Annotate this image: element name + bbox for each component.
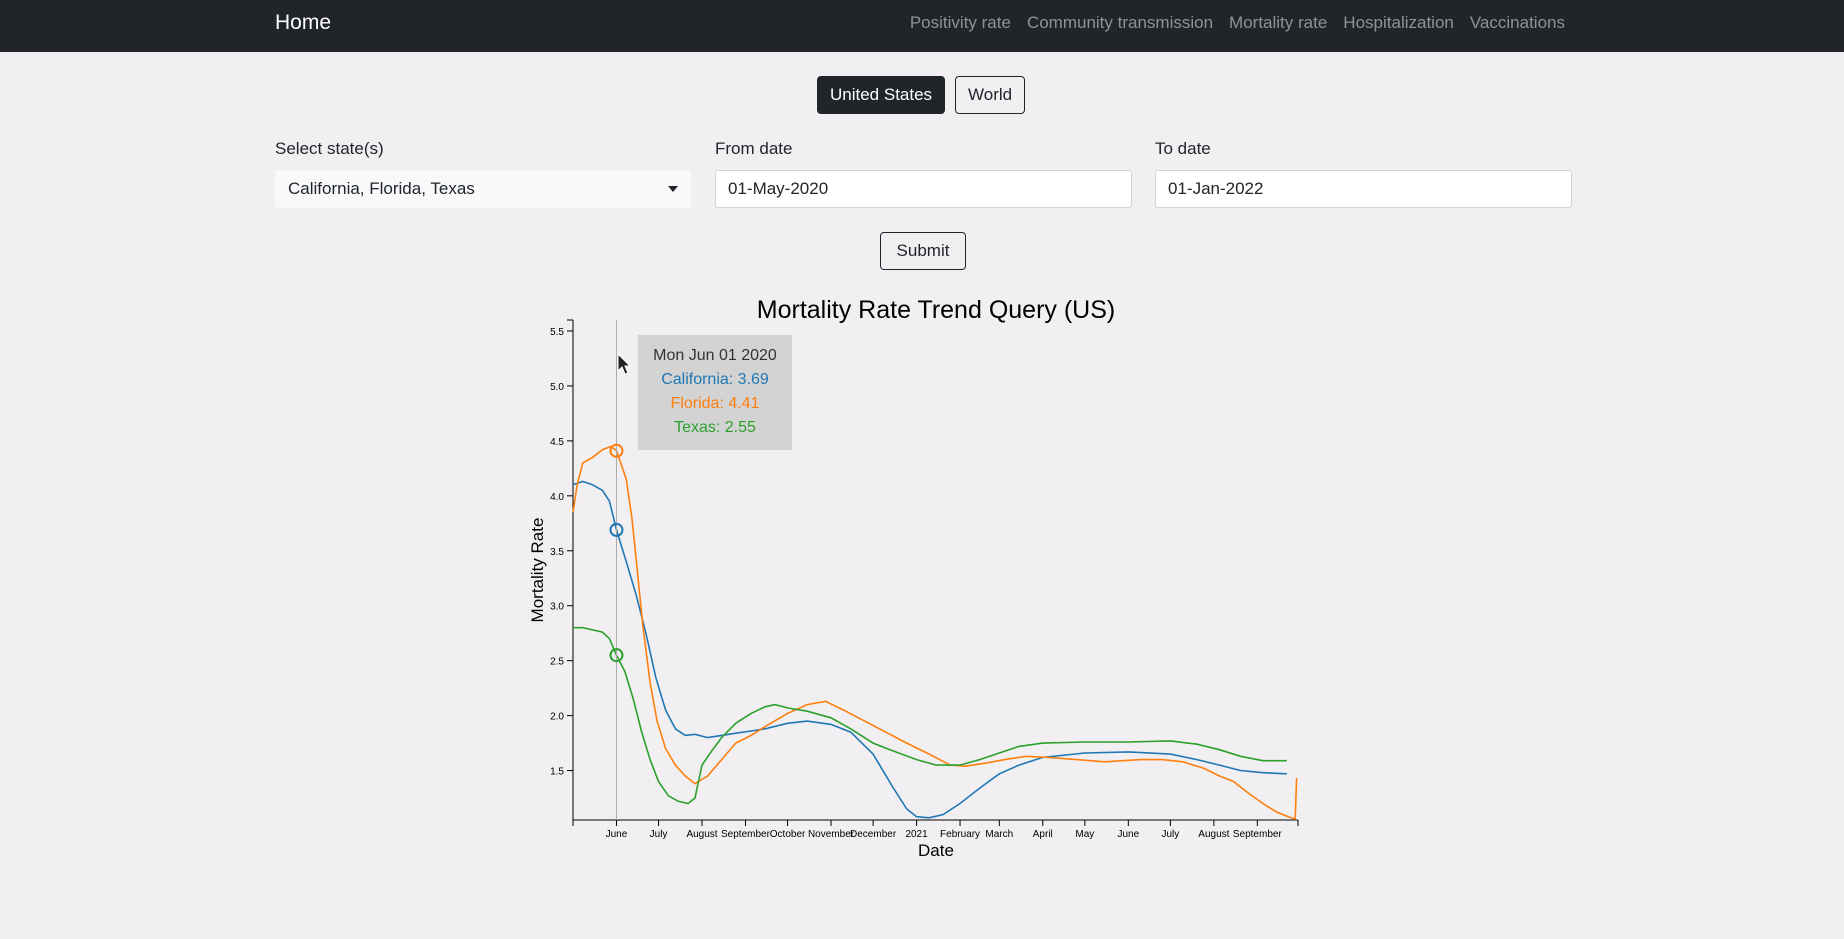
submit-button[interactable]: Submit bbox=[880, 232, 966, 270]
x-tick-label: September bbox=[721, 829, 771, 840]
y-tick-label: 3.5 bbox=[550, 547, 564, 558]
y-tick-label: 5.0 bbox=[550, 382, 564, 393]
x-axis-label: Date bbox=[918, 841, 954, 860]
world-toggle-button[interactable]: World bbox=[955, 76, 1026, 114]
y-tick-label: 2.0 bbox=[550, 712, 564, 723]
united-states-toggle-button[interactable]: United States bbox=[817, 76, 946, 114]
chart-title: Mortality Rate Trend Query (US) bbox=[756, 296, 1116, 324]
hover-point-texas bbox=[609, 648, 624, 663]
x-tick-label: October bbox=[770, 829, 806, 840]
y-tick-label: 4.5 bbox=[550, 437, 564, 448]
tooltip-florida: Florida: 4.41 bbox=[670, 395, 760, 412]
x-tick-label: May bbox=[1075, 829, 1094, 840]
hover-points bbox=[609, 443, 624, 663]
x-tick-label: February bbox=[940, 829, 980, 840]
tooltip-date: Mon Jun 01 2020 bbox=[653, 347, 777, 364]
states-select-value: California, Florida, Texas bbox=[288, 179, 475, 198]
to-date-input[interactable]: 01-Jan-2022 bbox=[1155, 170, 1572, 208]
home-link[interactable]: Home bbox=[275, 11, 332, 34]
mouse-cursor-icon bbox=[617, 352, 632, 375]
y-axis-label: Mortality Rate bbox=[528, 518, 547, 623]
tooltip-texas: Texas: 2.55 bbox=[674, 419, 756, 436]
x-tick-label: December bbox=[850, 829, 897, 840]
states-select[interactable]: California, Florida, Texas bbox=[275, 170, 691, 208]
series-line-texas bbox=[573, 626, 1287, 805]
y-tick-label: 5.5 bbox=[550, 327, 564, 338]
select-states-label: Select state(s) bbox=[275, 139, 384, 158]
tooltip-california: California: 3.69 bbox=[661, 371, 769, 388]
series-line-florida bbox=[572, 445, 1298, 820]
nav-link-community-transmission[interactable]: Community transmission bbox=[1026, 13, 1214, 32]
x-tick-label: August bbox=[1198, 829, 1229, 840]
hover-tooltip: Mon Jun 01 2020 California: 3.69 Florida… bbox=[638, 335, 792, 450]
x-tick-label: June bbox=[606, 829, 628, 840]
series-line-california bbox=[572, 480, 1287, 819]
x-tick-label: 2021 bbox=[905, 829, 928, 840]
nav-link-mortality-rate[interactable]: Mortality rate bbox=[1229, 13, 1328, 32]
y-tick-label: 2.5 bbox=[550, 657, 564, 668]
y-tick-label: 3.0 bbox=[550, 602, 564, 613]
x-tick-label: June bbox=[1117, 829, 1139, 840]
x-tick-label: September bbox=[1233, 829, 1283, 840]
series-lines bbox=[572, 445, 1298, 820]
hover-point-florida bbox=[609, 443, 624, 458]
y-tick-label: 1.5 bbox=[550, 767, 564, 778]
x-tick-label: August bbox=[686, 829, 717, 840]
hover-point-california bbox=[609, 522, 624, 537]
x-tick-label: July bbox=[650, 829, 668, 840]
y-tick-label: 4.0 bbox=[550, 492, 564, 503]
to-date-label: To date bbox=[1155, 139, 1211, 158]
nav-links: Positivity rate Community transmission M… bbox=[894, 13, 1565, 33]
caret-down-icon bbox=[668, 186, 678, 192]
nav-link-positivity-rate[interactable]: Positivity rate bbox=[909, 13, 1011, 32]
x-tick-label: April bbox=[1033, 829, 1053, 840]
nav-link-vaccinations[interactable]: Vaccinations bbox=[1469, 13, 1565, 32]
x-tick-label: November bbox=[808, 829, 855, 840]
navbar: Home Positivity rate Community transmiss… bbox=[0, 0, 1844, 52]
x-tick-label: July bbox=[1161, 829, 1179, 840]
x-tick-label: March bbox=[985, 829, 1013, 840]
from-date-label: From date bbox=[715, 139, 793, 158]
nav-link-hospitalization[interactable]: Hospitalization bbox=[1343, 13, 1454, 32]
chart-axes: 1.5 2.0 2.5 3.0 3.5 4.0 4.5 5.0 5.5 June July Augus… bbox=[550, 319, 1299, 840]
from-date-input[interactable]: 01-May-2020 bbox=[715, 170, 1132, 208]
